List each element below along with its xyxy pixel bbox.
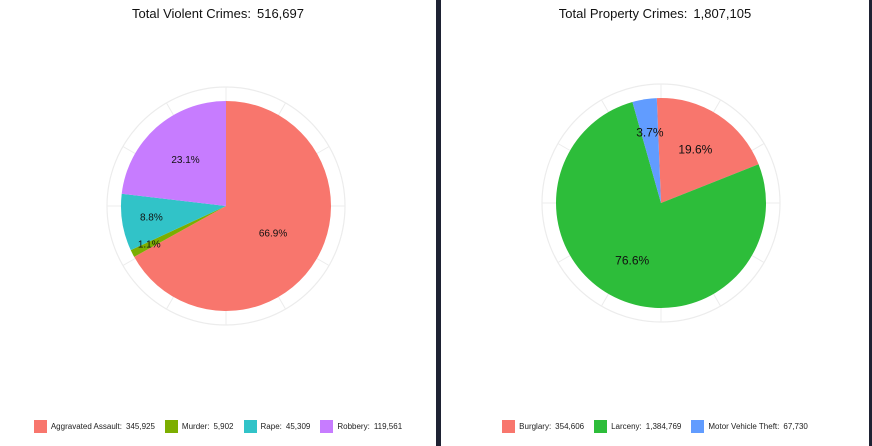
- legend-item-rape: Rape: 45,309: [243, 420, 311, 433]
- polar-grid-spoke: [316, 258, 330, 266]
- legend-value-murder: 5,902: [213, 422, 234, 431]
- legend-swatch-burglary: [502, 420, 516, 433]
- legend-item-murder: Murder: 5,902: [164, 420, 234, 433]
- property-crimes-pie: 19.6% 76.6% 3.7%: [541, 83, 781, 323]
- legend-value-burglary: 354,606: [555, 422, 585, 431]
- slice-label-murder: 1.1%: [138, 240, 161, 251]
- legend-swatch-larceny: [594, 420, 608, 433]
- polar-grid-spoke: [751, 255, 765, 263]
- property-crimes-panel: Total Property Crimes: 1,807,105 19.6% 76.…: [441, 0, 869, 446]
- pie-slice-robbery: [121, 101, 226, 206]
- violent-crimes-panel: Total Violent Crimes: 516,697 66.9% 1.1% 8.…: [0, 0, 436, 446]
- legend-value-larceny: 1,384,769: [645, 422, 682, 431]
- legend-label-aggravated-assault: Aggravated Assault:: [50, 422, 122, 431]
- pie-slice-aggravated-assault: [134, 101, 331, 311]
- legend-item-motor-vehicle-theft: Motor Vehicle Theft: 67,730: [691, 420, 808, 433]
- slice-label-motor-vehicle-theft: 3.7%: [636, 126, 664, 140]
- legend-swatch-aggravated-assault: [33, 420, 47, 433]
- legend-item-burglary: Burglary: 354,606: [502, 420, 584, 433]
- slice-label-larceny: 76.6%: [615, 254, 649, 268]
- legend-value-robbery: 119,561: [373, 422, 403, 431]
- legend-label-murder: Murder:: [181, 422, 210, 431]
- polar-grid-spoke: [713, 293, 721, 307]
- pie-slice-murder: [130, 206, 226, 257]
- slice-label-rape: 8.8%: [140, 213, 163, 224]
- polar-grid-spoke: [601, 99, 609, 113]
- polar-grid-spoke: [166, 296, 174, 310]
- polar-grid-spoke: [166, 102, 174, 116]
- slice-label-burglary: 19.6%: [678, 142, 712, 156]
- polar-grid-spoke: [316, 146, 330, 154]
- legend-item-larceny: Larceny: 1,384,769: [594, 420, 681, 433]
- pie-slice-rape: [121, 193, 226, 251]
- polar-grid-spoke: [122, 146, 136, 154]
- legend-value-rape: 45,309: [285, 422, 311, 431]
- pie-slice-burglary: [656, 98, 759, 203]
- polar-grid-spoke: [713, 99, 721, 113]
- legend-label-burglary: Burglary:: [519, 422, 552, 431]
- polar-grid-spoke: [278, 296, 286, 310]
- violent-crimes-pie: 66.9% 1.1% 8.8% 23.1%: [106, 86, 346, 326]
- property-crimes-title-text: Total Property Crimes:: [558, 6, 688, 21]
- violent-crimes-legend: Aggravated Assault: 345,925 Murder: 5,902 Ra…: [0, 420, 436, 433]
- pie-slice-motor-vehicle-theft: [632, 98, 661, 203]
- slice-label-robbery: 23.1%: [171, 155, 199, 166]
- legend-label-larceny: Larceny:: [611, 422, 642, 431]
- violent-crimes-total: 516,697: [256, 6, 304, 21]
- slice-label-aggravated-assault: 66.9%: [259, 228, 287, 239]
- legend-label-motor-vehicle-theft: Motor Vehicle Theft:: [708, 422, 780, 431]
- polar-grid-spoke: [601, 293, 609, 307]
- legend-label-robbery: Robbery:: [337, 422, 370, 431]
- legend-item-robbery: Robbery: 119,561: [320, 420, 402, 433]
- violent-crimes-title: Total Violent Crimes: 516,697: [0, 6, 436, 21]
- polar-grid-spoke: [122, 258, 136, 266]
- legend-swatch-murder: [164, 420, 178, 433]
- legend-swatch-robbery: [320, 420, 334, 433]
- polar-grid-spoke: [557, 143, 571, 151]
- polar-grid-spoke: [751, 143, 765, 151]
- polar-grid-spoke: [278, 102, 286, 116]
- property-crimes-legend: Burglary: 354,606 Larceny: 1,384,769 Motor V…: [441, 420, 869, 433]
- legend-swatch-rape: [243, 420, 257, 433]
- pie-slice-larceny: [556, 101, 766, 309]
- legend-value-aggravated-assault: 345,925: [126, 422, 155, 431]
- property-crimes-title: Total Property Crimes: 1,807,105: [441, 6, 869, 21]
- legend-swatch-motor-vehicle-theft: [691, 420, 705, 433]
- legend-label-rape: Rape:: [260, 422, 282, 431]
- legend-item-aggravated-assault: Aggravated Assault: 345,925: [33, 420, 155, 433]
- legend-value-motor-vehicle-theft: 67,730: [783, 422, 808, 431]
- violent-crimes-title-text: Total Violent Crimes:: [132, 6, 251, 21]
- property-crimes-total: 1,807,105: [693, 6, 752, 21]
- polar-grid-spoke: [557, 255, 571, 263]
